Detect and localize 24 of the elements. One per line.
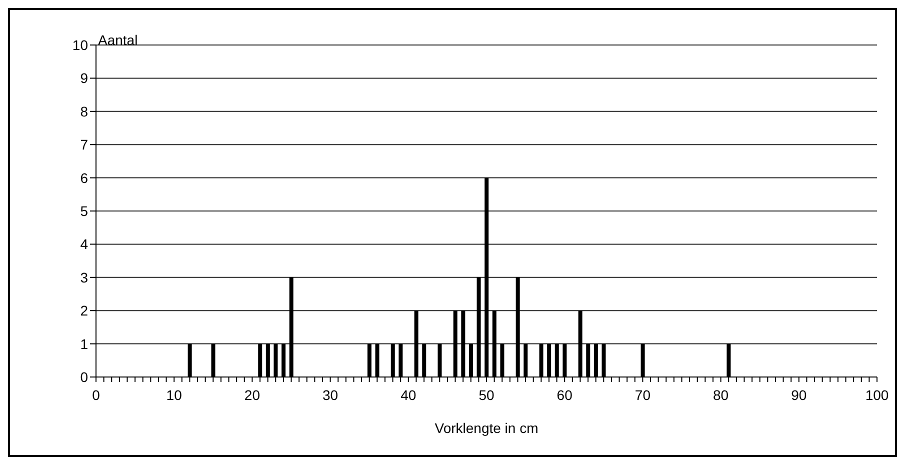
y-tick-label: 2 <box>80 302 88 319</box>
x-tick-label: 30 <box>322 386 338 403</box>
y-axis-title: Aantal <box>98 32 138 48</box>
y-tick-label: 7 <box>80 136 88 153</box>
x-tick-label: 0 <box>92 386 100 403</box>
x-tick-label: 80 <box>713 386 729 403</box>
x-tick-label: 100 <box>865 386 889 403</box>
x-tick-label: 90 <box>791 386 807 403</box>
x-tick-label: 20 <box>244 386 260 403</box>
y-tick-label: 10 <box>72 36 88 53</box>
y-tick-label: 8 <box>80 103 88 120</box>
x-tick-label: 10 <box>166 386 182 403</box>
x-tick-label: 50 <box>478 386 494 403</box>
y-tick-label: 6 <box>80 170 88 186</box>
x-tick-label: 70 <box>634 386 651 403</box>
x-tick-label: 60 <box>556 386 573 403</box>
y-tick-label: 3 <box>80 269 88 286</box>
x-axis-title: Vorklengte in cm <box>434 420 538 436</box>
y-tick-label: 0 <box>80 368 88 385</box>
y-tick-label: 1 <box>80 336 88 352</box>
x-tick-label: 40 <box>400 386 416 403</box>
y-tick-label: 5 <box>80 202 88 219</box>
y-tick-label: 4 <box>80 236 88 252</box>
y-tick-label: 9 <box>80 70 88 86</box>
